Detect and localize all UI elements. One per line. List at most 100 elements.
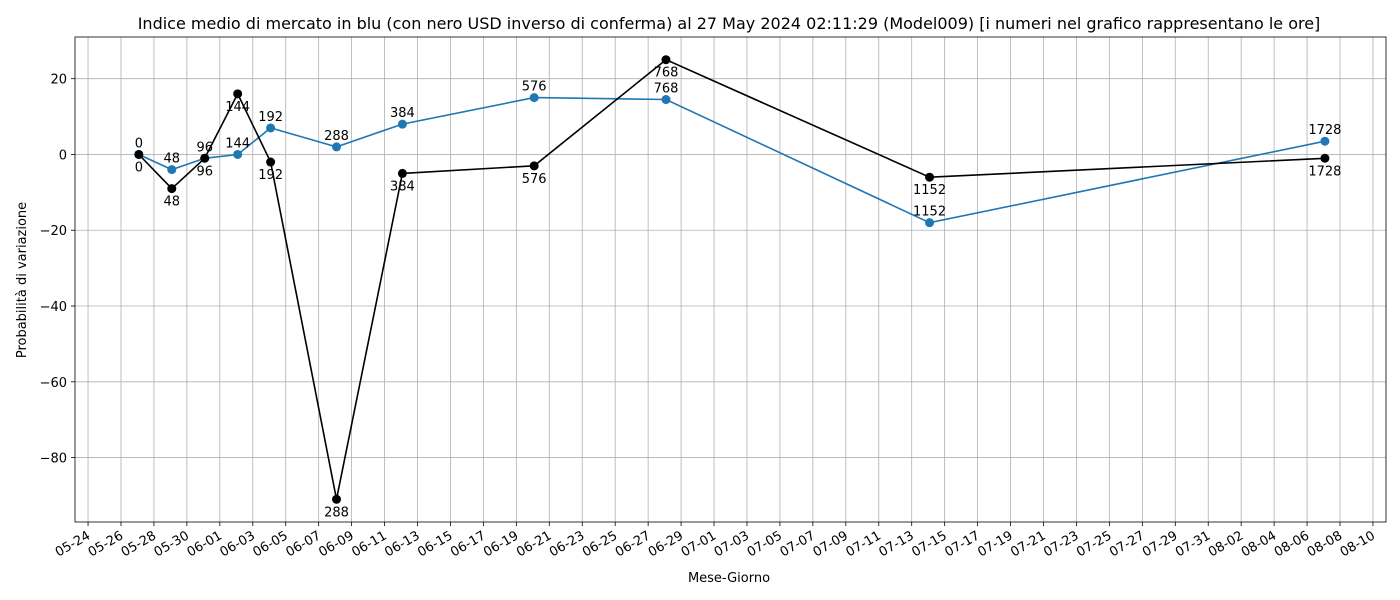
x-tick-label: 07-11 (844, 528, 884, 560)
x-tick-label: 06-13 (382, 528, 422, 560)
data-label-0: 48 (164, 152, 181, 167)
x-tick-label: 07-01 (679, 528, 719, 560)
x-tick-label: 07-07 (778, 528, 818, 560)
data-point-1 (661, 55, 671, 65)
x-tick-label: 08-06 (1272, 528, 1312, 560)
x-tick-label: 06-11 (349, 528, 389, 560)
x-axis: 05-2405-2605-2805-3006-0106-0306-0506-07… (53, 522, 1378, 560)
data-label-1: 48 (164, 195, 181, 210)
data-point-1 (200, 153, 210, 163)
x-tick-label: 06-23 (547, 528, 587, 560)
data-label-0: 384 (390, 106, 415, 121)
data-label-1: 384 (390, 179, 415, 194)
data-label-1: 288 (324, 505, 349, 520)
data-point-0 (167, 165, 177, 175)
y-tick-label: 0 (59, 148, 67, 163)
data-point-1 (1320, 153, 1330, 163)
x-tick-label: 06-17 (448, 528, 488, 560)
x-tick-label: 06-03 (218, 528, 258, 560)
x-tick-label: 07-27 (1107, 528, 1147, 560)
data-label-0: 1728 (1308, 123, 1341, 138)
x-tick-label: 07-29 (1140, 528, 1180, 560)
data-point-1 (233, 89, 243, 99)
x-tick-label: 08-02 (1206, 528, 1246, 560)
data-point-1 (925, 172, 935, 182)
x-tick-label: 06-27 (613, 528, 653, 560)
x-tick-label: 05-26 (86, 528, 126, 560)
data-point-1 (134, 149, 144, 159)
x-tick-label: 06-07 (283, 528, 323, 560)
data-point-1 (167, 184, 177, 194)
y-tick-label: −80 (40, 452, 67, 467)
data-point-0 (233, 149, 243, 159)
data-label-0: 768 (654, 82, 679, 97)
data-label-0: 288 (324, 129, 349, 144)
data-label-1: 192 (258, 168, 283, 183)
data-label-0: 1152 (913, 205, 946, 220)
x-tick-label: 07-09 (811, 528, 851, 560)
series-layer (134, 55, 1330, 504)
x-axis-label: Mese-Giorno (688, 571, 770, 586)
x-tick-label: 07-13 (876, 528, 916, 560)
x-tick-label: 07-15 (909, 528, 949, 560)
x-tick-label: 06-19 (481, 528, 521, 560)
grid-layer (75, 37, 1386, 522)
x-tick-label: 07-03 (712, 528, 752, 560)
data-point-1 (529, 161, 539, 171)
data-point-1 (397, 168, 407, 178)
data-label-0: 144 (225, 136, 250, 151)
x-tick-label: 08-10 (1338, 528, 1378, 560)
data-label-1: 1728 (1308, 164, 1341, 179)
x-tick-label: 07-05 (745, 528, 785, 560)
x-tick-label: 08-04 (1239, 528, 1279, 560)
series-line-1 (138, 58, 1325, 500)
x-tick-label: 06-05 (251, 528, 291, 560)
x-tick-label: 06-25 (580, 528, 620, 560)
data-label-1: 768 (654, 66, 679, 81)
chart-title: Indice medio di mercato in blu (con nero… (138, 14, 1321, 33)
data-label-1: 1152 (913, 183, 946, 198)
data-label-0: 192 (258, 110, 283, 125)
x-tick-label: 07-21 (1008, 528, 1048, 560)
x-tick-label: 07-31 (1173, 528, 1213, 560)
x-tick-label: 07-25 (1074, 528, 1114, 560)
x-tick-label: 06-09 (316, 528, 356, 560)
x-tick-label: 05-30 (152, 528, 192, 560)
plot-area-frame (74, 36, 1387, 523)
data-point-0 (661, 95, 671, 105)
x-tick-label: 08-08 (1305, 528, 1345, 560)
y-axis: 20 0 −20 −40 −60 −80 (40, 73, 75, 467)
data-point-0 (925, 218, 935, 228)
data-point-0 (1320, 136, 1330, 146)
series-line-0 (138, 96, 1326, 224)
point-label-layer: 0 48 96 144 192 288 384 576 768 1152 1728 0 48 96 144 1… (135, 66, 1342, 521)
data-point-0 (332, 142, 342, 152)
x-tick-label: 07-19 (975, 528, 1015, 560)
data-point-0 (266, 123, 276, 133)
y-tick-label: −40 (40, 300, 67, 315)
y-tick-label: 20 (50, 73, 67, 88)
x-tick-label: 05-24 (53, 528, 93, 560)
data-label-1: 0 (135, 160, 143, 175)
y-tick-label: −20 (40, 224, 67, 239)
data-label-0: 0 (135, 136, 143, 151)
data-point-1 (266, 157, 276, 167)
y-tick-label: −60 (40, 376, 67, 391)
x-tick-label: 06-15 (415, 528, 455, 560)
data-label-0: 576 (522, 80, 547, 95)
y-axis-label: Probabilità di variazione (15, 202, 30, 358)
data-label-1: 576 (522, 172, 547, 187)
data-point-0 (529, 93, 539, 103)
x-tick-label: 06-01 (185, 528, 225, 560)
data-point-1 (332, 494, 342, 504)
data-label-1: 144 (225, 100, 250, 115)
data-point-0 (397, 119, 407, 129)
x-tick-label: 05-28 (119, 528, 159, 560)
x-tick-label: 07-17 (942, 528, 982, 560)
x-tick-label: 06-29 (646, 528, 686, 560)
x-tick-label: 06-21 (514, 528, 554, 560)
data-label-0: 96 (196, 140, 213, 155)
x-tick-label: 07-23 (1041, 528, 1081, 560)
